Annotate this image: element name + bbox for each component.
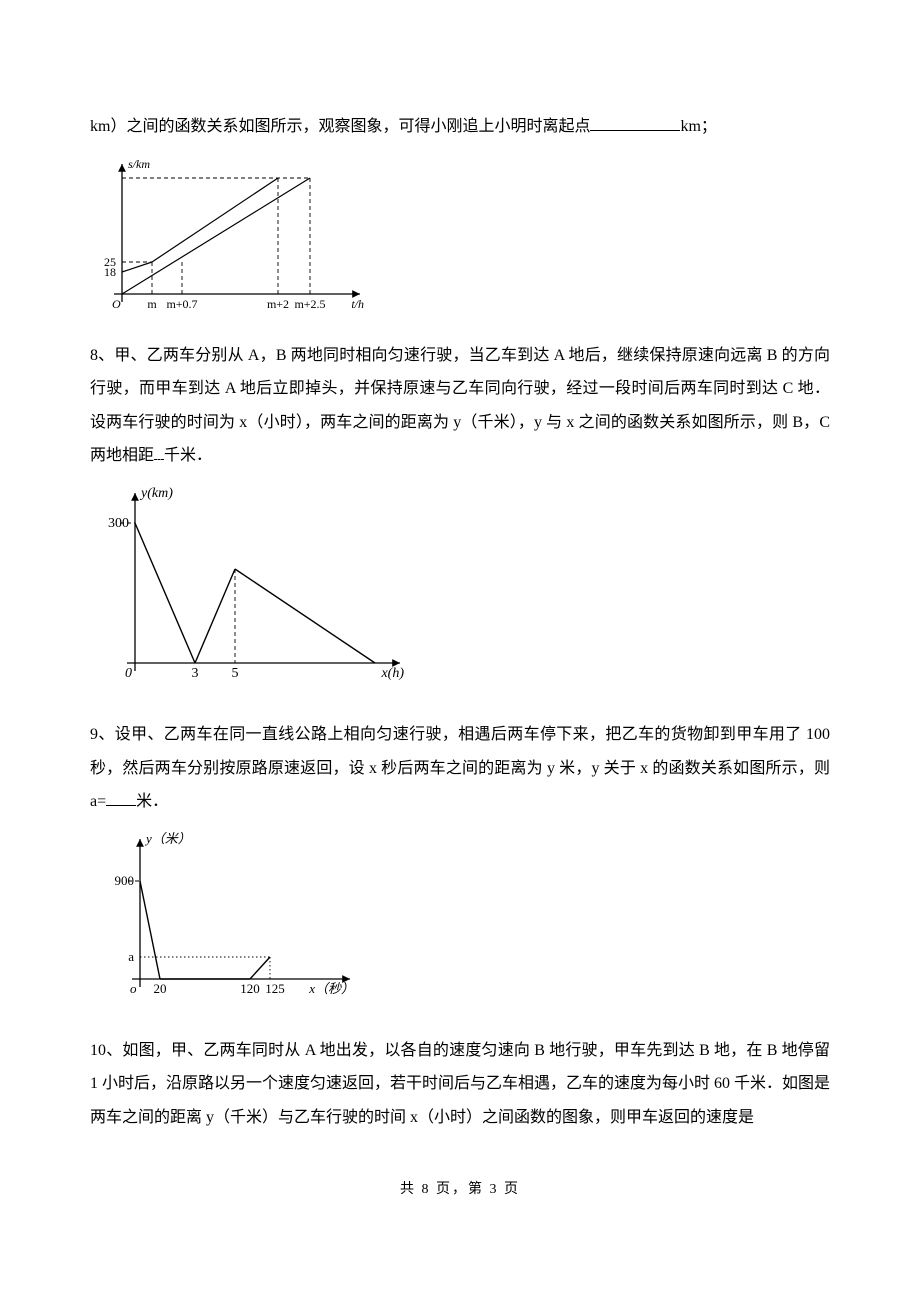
svg-text:25: 25 — [104, 255, 116, 269]
svg-text:o: o — [130, 981, 137, 996]
svg-text:y(km): y(km) — [139, 486, 173, 501]
problem-10: 10、如图，甲、乙两车同时从 A 地出发，以各自的速度匀速向 B 地行驶，甲车先… — [90, 1034, 830, 1135]
footer-unit2: 页 — [504, 1182, 520, 1197]
p9-post: 米． — [136, 793, 168, 810]
footer-total: 8 — [422, 1182, 431, 1197]
p10-text: 10、如图，甲、乙两车同时从 A 地出发，以各自的速度匀速向 B 地行驶，甲车先… — [90, 1042, 830, 1126]
figure-9: 900 a 20 120 125 y（米） x（秒） o — [90, 829, 830, 1009]
svg-text:s/km: s/km — [128, 157, 150, 171]
footer-unit: 页，第 — [436, 1182, 484, 1197]
p7-pre: km）之间的函数关系如图所示，观察图象，可得小刚追上小明时离起点 — [90, 118, 590, 135]
problem-9: 9、设甲、乙两车在同一直线公路上相向匀速行驶，相遇后两车停下来，把乙车的货物卸到… — [90, 718, 830, 819]
svg-text:y（米）: y（米） — [144, 831, 191, 846]
svg-text:900: 900 — [115, 873, 135, 888]
svg-text:120: 120 — [240, 981, 260, 996]
svg-text:3: 3 — [192, 666, 199, 681]
p8-post: 千米． — [164, 447, 212, 464]
p7-post: km； — [680, 118, 716, 135]
svg-text:300: 300 — [108, 516, 129, 531]
svg-text:O: O — [112, 297, 121, 311]
svg-text:m+0.7: m+0.7 — [166, 297, 197, 311]
problem-7-tail: km）之间的函数关系如图所示，观察图象，可得小刚追上小明时离起点 km； — [90, 110, 830, 144]
p7-blank — [590, 114, 680, 131]
svg-text:125: 125 — [265, 981, 285, 996]
svg-text:t/h: t/h — [351, 297, 364, 311]
p8-blank — [154, 443, 164, 460]
p9-pre: 9、设甲、乙两车在同一直线公路上相向匀速行驶，相遇后两车停下来，把乙车的货物卸到… — [90, 726, 830, 810]
page-footer: 共 8 页，第 3 页 — [90, 1175, 830, 1204]
svg-text:a: a — [128, 949, 134, 964]
svg-text:x（秒）: x（秒） — [308, 981, 354, 996]
p9-blank — [106, 789, 136, 806]
svg-text:m: m — [147, 297, 157, 311]
svg-text:20: 20 — [154, 981, 167, 996]
svg-text:m+2: m+2 — [267, 297, 289, 311]
figure-7: 1825mm+0.7m+2m+2.5s/kmt/hO — [90, 154, 830, 314]
svg-text:x(h): x(h) — [380, 666, 404, 681]
svg-text:0: 0 — [125, 666, 132, 681]
svg-text:5: 5 — [232, 666, 239, 681]
problem-8: 8、甲、乙两车分别从 A，B 两地同时相向匀速行驶，当乙车到达 A 地后，继续保… — [90, 339, 830, 473]
svg-text:m+2.5: m+2.5 — [294, 297, 325, 311]
figure-8: 300 3 5 y(km) x(h) 0 — [90, 483, 830, 693]
footer-current: 3 — [490, 1182, 499, 1197]
footer-total-label: 共 — [400, 1182, 416, 1197]
